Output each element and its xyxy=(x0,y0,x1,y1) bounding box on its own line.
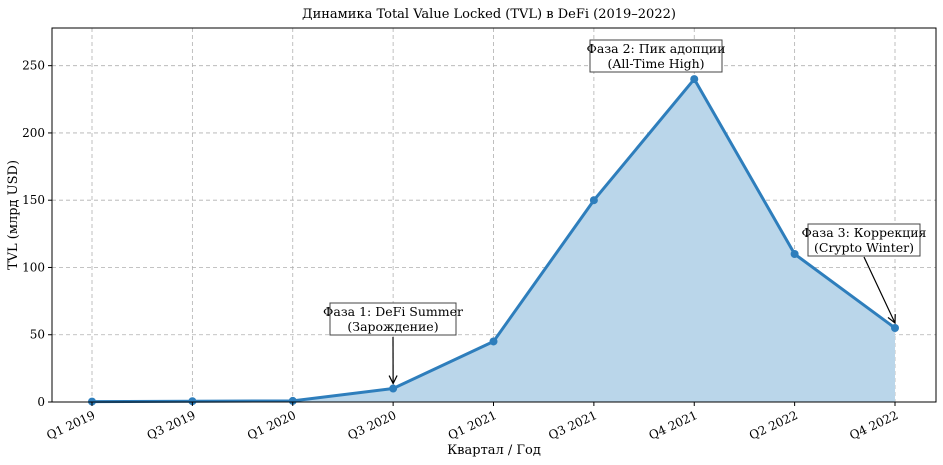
x-tick-label: Q1 2021 xyxy=(446,408,499,443)
annotation-text: (Зарождение) xyxy=(347,319,438,334)
y-axis-label: TVL (млрд USD) xyxy=(6,160,21,270)
y-tick-label: 100 xyxy=(22,260,45,274)
x-tick-label: Q1 2019 xyxy=(44,408,97,443)
x-tick-label: Q1 2020 xyxy=(245,408,298,443)
y-tick-label: 150 xyxy=(22,193,45,207)
data-point xyxy=(790,250,799,259)
y-tick-label: 200 xyxy=(22,126,45,140)
annotation-text: Фаза 2: Пик адопции xyxy=(587,41,726,56)
data-points xyxy=(88,75,899,406)
y-axis-ticks: 0 50 100 150 200 250 xyxy=(22,59,52,409)
y-tick-label: 0 xyxy=(37,395,45,409)
x-tick-label: Q2 2022 xyxy=(747,408,800,443)
x-axis-label: Квартал / Год xyxy=(447,443,541,458)
annotation-text: Фаза 3: Коррекция xyxy=(802,225,927,240)
x-tick-label: Q4 2022 xyxy=(847,408,900,443)
annotation-text: (All-Time High) xyxy=(607,56,704,71)
annotation: Фаза 1: DeFi Summer(Зарождение) xyxy=(323,302,463,385)
data-point xyxy=(188,397,197,406)
annotation-text: (Crypto Winter) xyxy=(814,240,914,255)
annotation-text: Фаза 1: DeFi Summer xyxy=(323,304,463,319)
tvl-area-fill xyxy=(92,79,895,402)
data-point xyxy=(489,337,498,346)
annotation-box xyxy=(329,302,457,336)
x-tick-label: Q3 2021 xyxy=(546,408,599,443)
annotation-arrowhead xyxy=(887,314,896,325)
phase-annotations: Фаза 1: DeFi Summer(Зарождение) Фаза 2: П… xyxy=(323,39,927,385)
chart-title: Динамика Total Value Locked (TVL) в DeFi… xyxy=(302,7,676,22)
y-tick-label: 250 xyxy=(22,59,45,73)
annotation-arrowhead xyxy=(388,375,398,385)
annotation-box xyxy=(589,39,723,73)
data-point xyxy=(288,396,297,405)
annotation: Фаза 2: Пик адопции(All-Time High) xyxy=(587,39,726,73)
x-tick-label: Q4 2021 xyxy=(647,408,700,443)
data-point xyxy=(891,324,899,333)
x-tick-label: Q3 2019 xyxy=(145,408,198,443)
y-tick-label: 50 xyxy=(30,328,45,342)
data-point xyxy=(389,384,398,393)
annotation: Фаза 3: Коррекция(Crypto Winter) xyxy=(802,223,927,325)
annotation-box xyxy=(807,223,921,257)
data-point xyxy=(690,75,699,84)
data-point xyxy=(589,196,598,205)
x-tick-label: Q3 2020 xyxy=(346,408,399,443)
annotation-arrow xyxy=(863,256,896,324)
x-axis-ticks: Q1 2019 Q3 2019 Q1 2020 Q3 2020 Q1 2021 Q3 20… xyxy=(44,402,900,443)
